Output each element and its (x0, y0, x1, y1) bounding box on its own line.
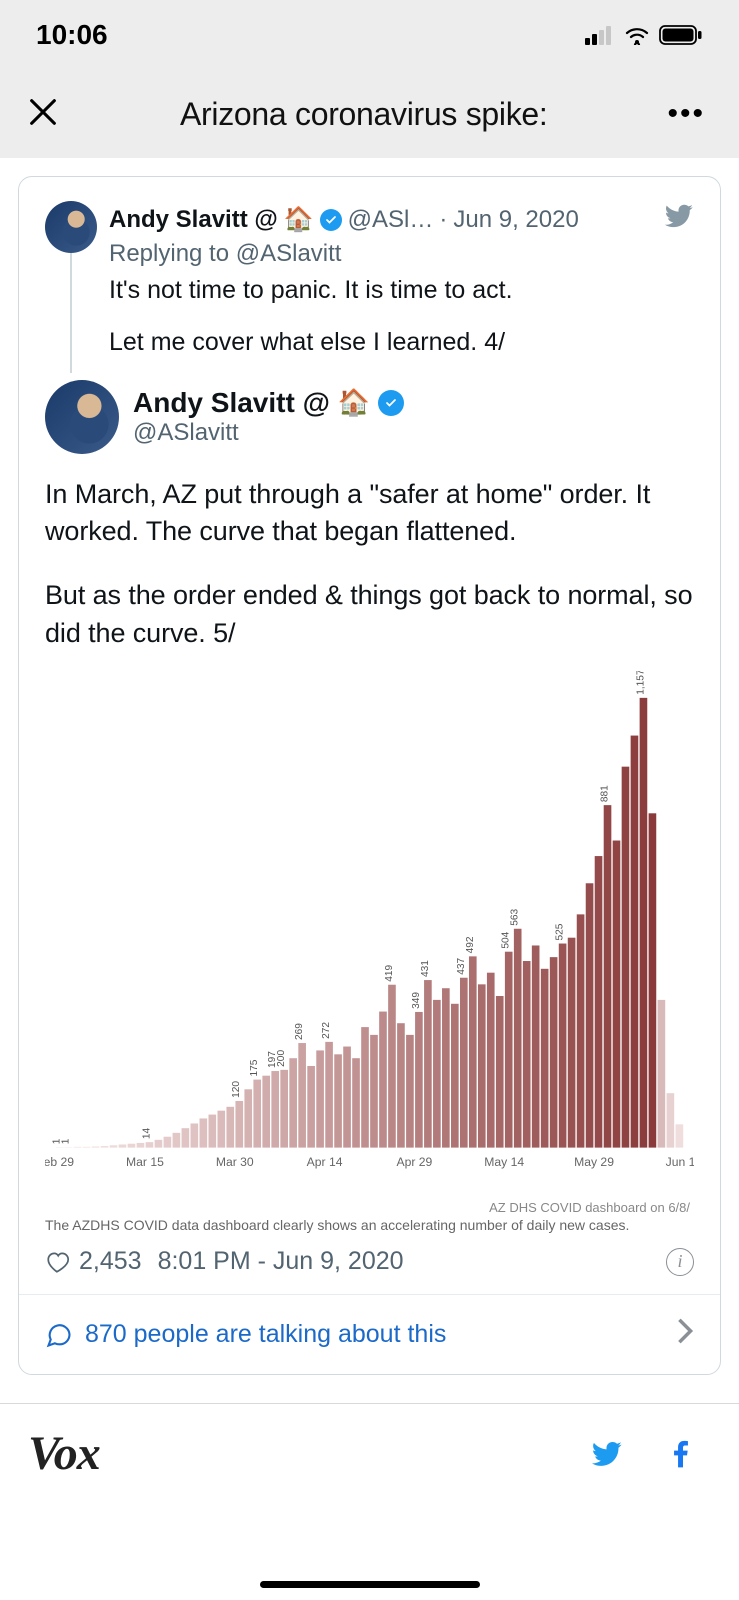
svg-text:437: 437 (456, 957, 467, 974)
svg-text:Mar 15: Mar 15 (126, 1155, 164, 1169)
content: Andy Slavitt @ 🏠 @ASl… · Jun 9, 2020 Rep… (0, 158, 739, 1375)
svg-text:Feb 29: Feb 29 (45, 1155, 74, 1169)
tweet-meta: 2,453 8:01 PM - Jun 9, 2020 i (45, 1247, 694, 1276)
svg-text:1: 1 (61, 1138, 72, 1144)
page-title: Arizona coronavirus spike: (80, 96, 647, 133)
cellular-icon (585, 25, 615, 45)
info-icon[interactable]: i (666, 1248, 694, 1276)
svg-text:Apr 14: Apr 14 (307, 1155, 343, 1169)
more-icon[interactable]: ••• (667, 97, 713, 131)
chart-caption: The AZDHS COVID data dashboard clearly s… (45, 1217, 694, 1233)
dot-sep: · (439, 206, 447, 234)
svg-text:May 14: May 14 (484, 1155, 524, 1169)
main-text-p1: In March, AZ put through a "safer at hom… (45, 476, 694, 552)
tweet-date: Jun 9, 2020 (453, 206, 578, 234)
wifi-icon (623, 25, 651, 45)
house-icon: 🏠 (338, 387, 370, 418)
handle: @ASlavitt (133, 419, 404, 447)
replies-text: 870 people are talking about this (85, 1320, 446, 1349)
heart-icon (45, 1249, 71, 1275)
battery-icon (659, 25, 703, 45)
parent-tweet[interactable]: Andy Slavitt @ 🏠 @ASl… · Jun 9, 2020 Rep… (45, 201, 694, 360)
svg-text:525: 525 (555, 923, 566, 940)
parent-text-line2: Let me cover what else I learned. 4/ (109, 326, 694, 360)
chart-svg: 1114120175197200269272419349431437492504… (45, 671, 694, 1198)
like-count: 2,453 (79, 1247, 142, 1276)
tweet-timestamp: 8:01 PM - Jun 9, 2020 (158, 1247, 404, 1276)
vox-logo[interactable]: Vox (28, 1426, 100, 1481)
svg-text:563: 563 (510, 908, 521, 925)
svg-text:272: 272 (321, 1021, 332, 1038)
svg-text:Apr 29: Apr 29 (396, 1155, 432, 1169)
status-icons (585, 25, 703, 45)
svg-text:492: 492 (465, 936, 476, 953)
replies-link[interactable]: 870 people are talking about this (45, 1295, 694, 1374)
tweet-card[interactable]: Andy Slavitt @ 🏠 @ASl… · Jun 9, 2020 Rep… (18, 176, 721, 1375)
main-tweet: Andy Slavitt @ 🏠 @ASlavitt In March, AZ … (45, 380, 694, 1375)
svg-text:200: 200 (276, 1049, 287, 1066)
svg-text:419: 419 (384, 964, 395, 981)
verified-icon (378, 390, 404, 416)
svg-text:14: 14 (141, 1127, 152, 1139)
parent-header: Andy Slavitt @ 🏠 @ASl… · Jun 9, 2020 (109, 201, 694, 238)
svg-text:504: 504 (501, 931, 512, 948)
verified-icon (320, 209, 342, 231)
twitter-share-icon[interactable] (591, 1438, 623, 1470)
svg-text:431: 431 (420, 959, 431, 976)
status-time: 10:06 (36, 19, 108, 51)
like-button[interactable]: 2,453 (45, 1247, 142, 1276)
main-header: Andy Slavitt @ 🏠 @ASlavitt (45, 380, 694, 454)
avatar[interactable] (45, 380, 119, 454)
author-name: Andy Slavitt @ (133, 387, 330, 419)
avatar[interactable] (45, 201, 97, 253)
thread-line (70, 253, 72, 373)
cases-chart: 1114120175197200269272419349431437492504… (45, 671, 694, 1233)
nav-bar: Arizona coronavirus spike: ••• (0, 70, 739, 158)
author-name: Andy Slavitt @ (109, 206, 278, 234)
status-bar: 10:06 (0, 0, 739, 70)
home-indicator[interactable] (260, 1581, 480, 1588)
house-icon: 🏠 (284, 205, 314, 234)
footer: Vox (0, 1404, 739, 1481)
parent-text-line1: It's not time to panic. It is time to ac… (109, 274, 694, 308)
twitter-icon[interactable] (664, 201, 694, 238)
facebook-share-icon[interactable] (665, 1438, 697, 1470)
replying-to: Replying to @ASlavitt (109, 240, 694, 268)
svg-text:120: 120 (231, 1080, 242, 1097)
svg-text:May 29: May 29 (574, 1155, 614, 1169)
main-text-p2: But as the order ended & things got back… (45, 577, 694, 653)
svg-text:1,157: 1,157 (635, 671, 646, 695)
reply-icon (45, 1321, 73, 1349)
chevron-right-icon (676, 1317, 694, 1352)
svg-text:Jun 13: Jun 13 (666, 1155, 694, 1169)
svg-text:349: 349 (411, 991, 422, 1008)
handle-short: @ASl… (348, 206, 434, 234)
svg-text:269: 269 (294, 1022, 305, 1039)
svg-text:175: 175 (249, 1059, 260, 1076)
svg-text:881: 881 (600, 785, 611, 802)
chart-source: AZ DHS COVID dashboard on 6/8/ (45, 1200, 694, 1215)
svg-text:Mar 30: Mar 30 (216, 1155, 254, 1169)
close-icon[interactable] (26, 95, 60, 134)
